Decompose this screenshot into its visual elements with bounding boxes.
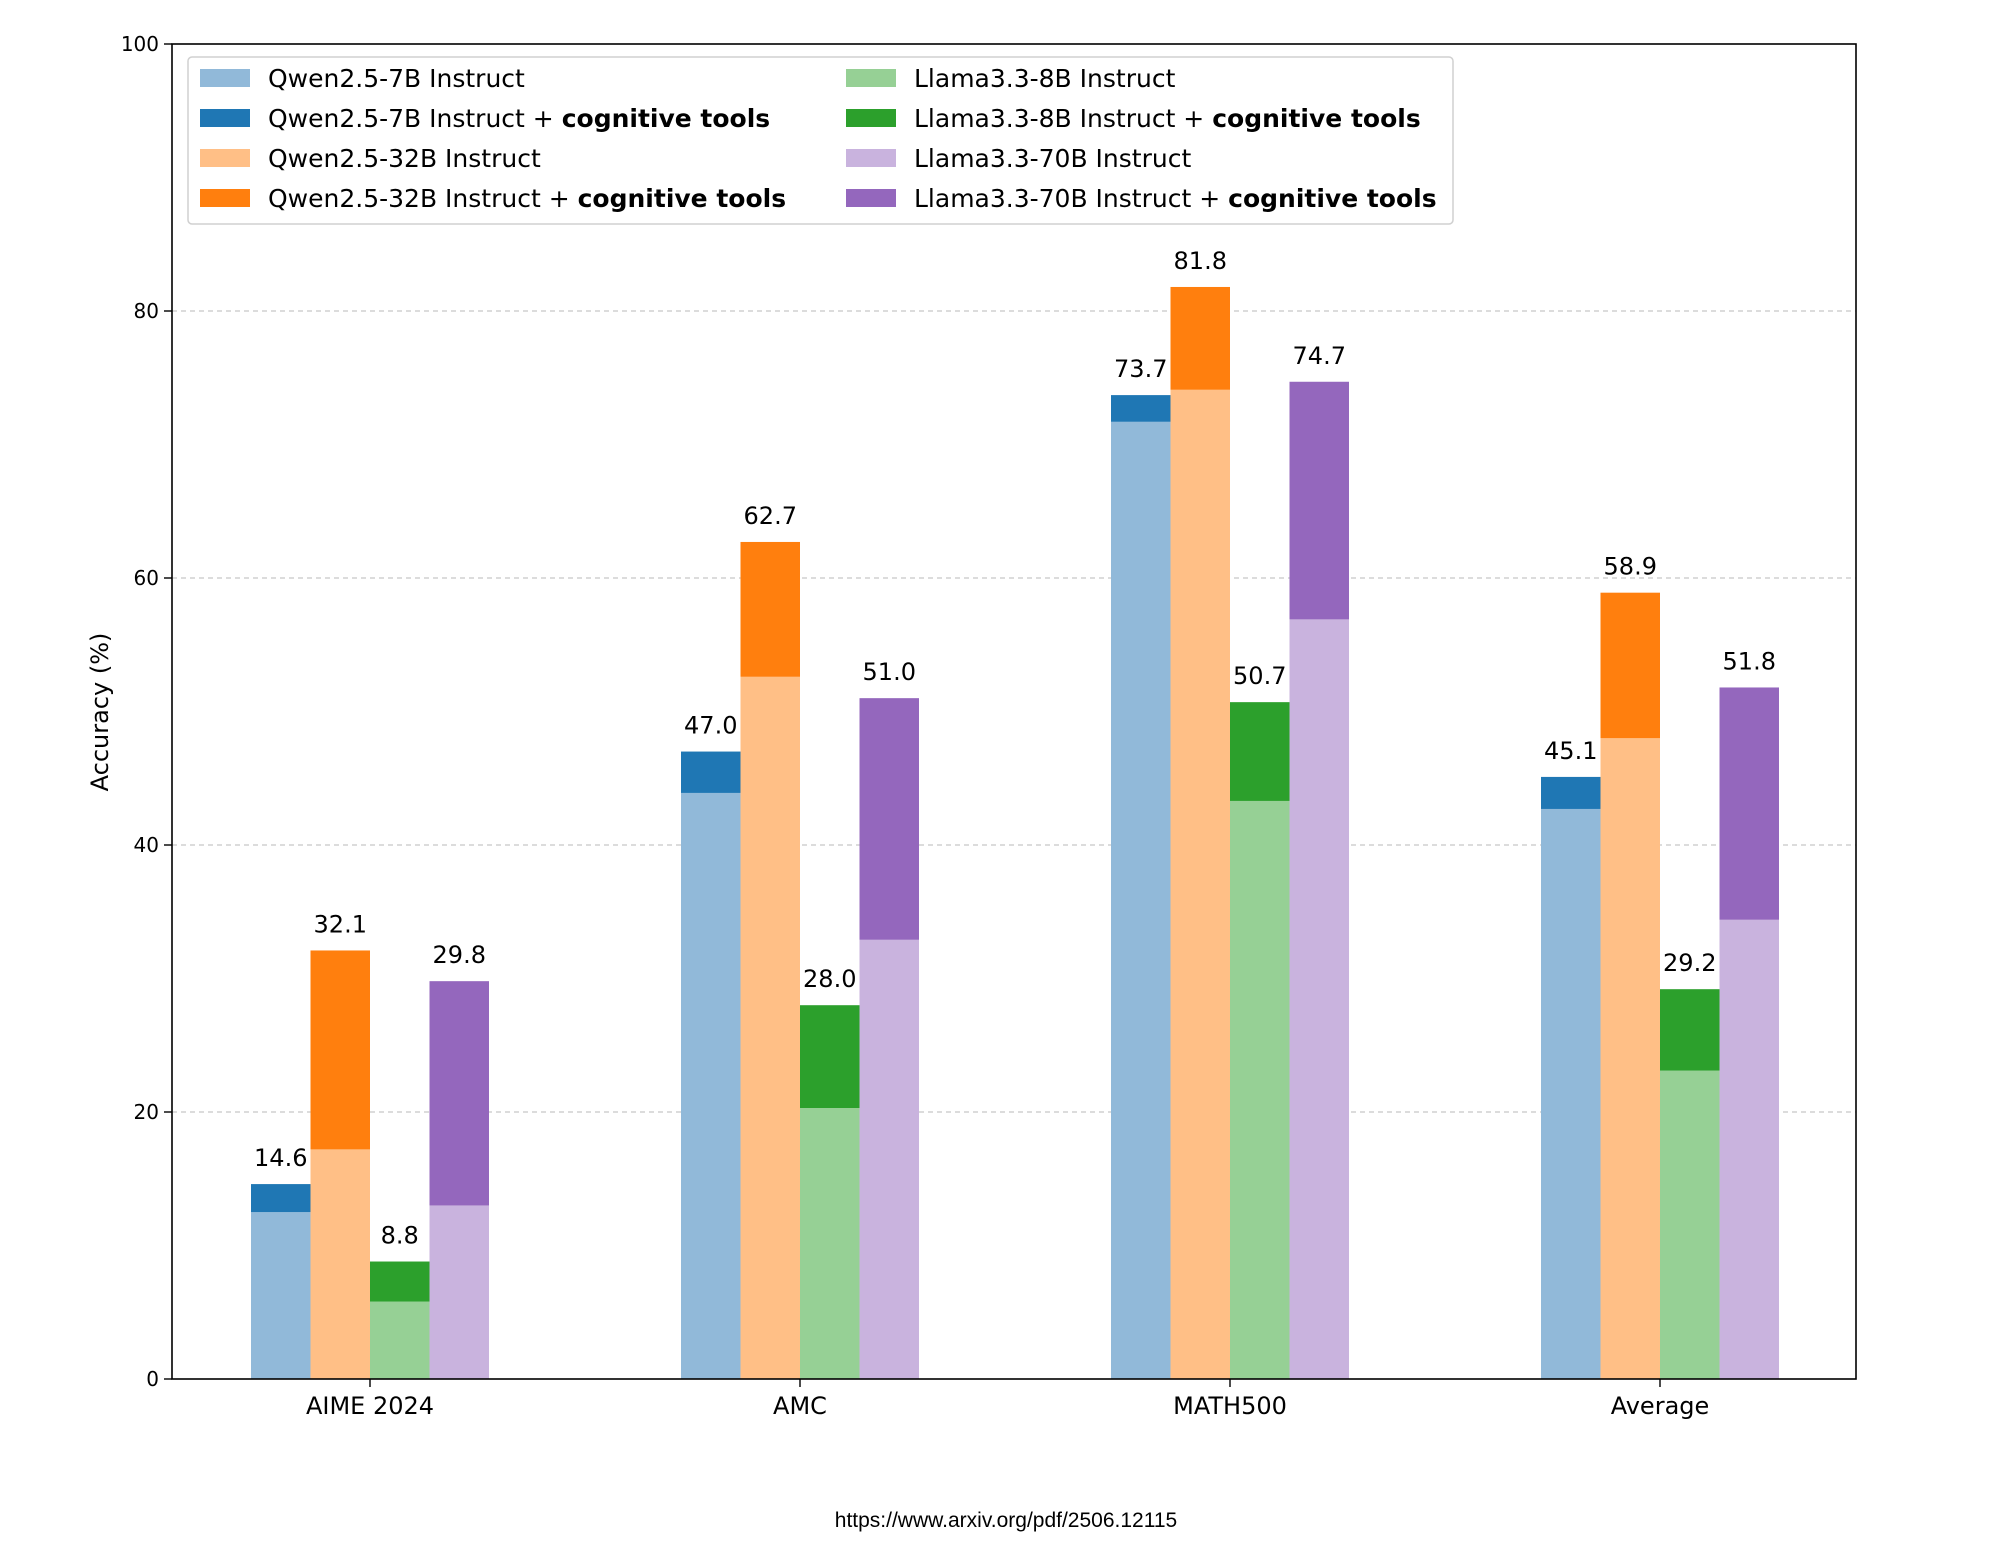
bar-qwen2-5-32b-tools xyxy=(1600,592,1660,739)
bar-llama3-3-70b-base xyxy=(1719,919,1779,1379)
bar-llama3-3-70b-tools xyxy=(1719,687,1779,920)
x-axis-ticks: AIME 2024 AMC MATH500 Average xyxy=(306,1379,1709,1420)
value-label: 74.7 xyxy=(1293,342,1346,370)
legend-entry-label: Qwen2.5-7B Instruct + cognitive tools xyxy=(268,104,770,133)
y-axis-label: Accuracy (%) xyxy=(86,633,114,792)
value-label: 81.8 xyxy=(1174,247,1227,275)
bar-qwen2-5-7b-base xyxy=(1111,421,1171,1379)
bar-qwen2-5-7b-tools xyxy=(1111,395,1171,422)
y-tick-label: 20 xyxy=(134,1100,159,1124)
y-axis-ticks: 0 20 40 60 80 100 xyxy=(121,32,172,1391)
value-label: 58.9 xyxy=(1604,553,1657,581)
bar-llama3-3-8b-tools xyxy=(1660,989,1720,1071)
y-tick-label: 60 xyxy=(134,566,159,590)
legend-swatch xyxy=(200,69,250,87)
bar-qwen2-5-7b-base xyxy=(251,1212,311,1379)
bar-llama3-3-8b-base xyxy=(370,1301,430,1379)
legend-entry-label: Llama3.3-70B Instruct + cognitive tools xyxy=(914,184,1437,213)
legend-swatch xyxy=(200,149,250,167)
bar-qwen2-5-32b-tools xyxy=(740,541,800,677)
legend-entry-label: Llama3.3-8B Instruct + cognitive tools xyxy=(914,104,1421,133)
bar-llama3-3-70b-tools xyxy=(859,698,919,940)
x-tick-label: AMC xyxy=(773,1392,827,1420)
bar-qwen2-5-32b-tools xyxy=(1170,286,1230,390)
bar-llama3-3-8b-tools xyxy=(1230,702,1290,801)
legend-entry-label: Qwen2.5-32B Instruct + cognitive tools xyxy=(268,184,786,213)
value-label: 45.1 xyxy=(1544,737,1597,765)
bar-llama3-3-70b-base xyxy=(1289,619,1349,1379)
value-label: 51.0 xyxy=(863,658,916,686)
source-url: https://www.arxiv.org/pdf/2506.12115 xyxy=(835,1509,1177,1532)
value-label: 32.1 xyxy=(314,910,367,938)
bar-qwen2-5-32b-tools xyxy=(310,950,370,1150)
x-tick-label: MATH500 xyxy=(1173,1392,1287,1420)
legend-entry-label: Qwen2.5-32B Instruct xyxy=(268,144,541,173)
bar-llama3-3-70b-tools xyxy=(1289,381,1349,620)
legend: Qwen2.5-7B Instruct Qwen2.5-7B Instruct +… xyxy=(187,56,1454,225)
value-label: 29.2 xyxy=(1663,949,1716,977)
value-label: 14.6 xyxy=(254,1144,307,1172)
legend-entry-label: Qwen2.5-7B Instruct xyxy=(268,64,525,93)
bar-qwen2-5-32b-base xyxy=(1600,738,1660,1379)
plot-frame xyxy=(171,43,1857,1380)
legend-entry-label: Llama3.3-8B Instruct xyxy=(914,64,1176,93)
y-tick-label: 40 xyxy=(134,833,159,857)
legend-swatch xyxy=(846,109,896,127)
bars xyxy=(251,286,1779,1379)
x-tick-label: Average xyxy=(1611,1392,1710,1420)
bar-qwen2-5-7b-tools xyxy=(681,751,741,793)
value-label: 50.7 xyxy=(1233,662,1286,690)
bar-qwen2-5-32b-base xyxy=(1170,389,1230,1379)
bar-qwen2-5-32b-base xyxy=(310,1149,370,1379)
value-label: 51.8 xyxy=(1723,647,1776,675)
bar-qwen2-5-7b-base xyxy=(1541,808,1601,1379)
legend-box xyxy=(187,56,1454,225)
value-label: 47.0 xyxy=(684,712,737,740)
bar-llama3-3-8b-base xyxy=(1230,800,1290,1379)
bar-llama3-3-8b-base xyxy=(1660,1070,1720,1379)
bar-qwen2-5-7b-tools xyxy=(1541,776,1601,809)
value-label: 8.8 xyxy=(381,1222,419,1250)
value-label: 29.8 xyxy=(433,941,486,969)
value-label: 28.0 xyxy=(803,965,856,993)
value-label: 62.7 xyxy=(744,502,797,530)
bar-qwen2-5-7b-base xyxy=(681,792,741,1379)
legend-swatch xyxy=(200,109,250,127)
bar-llama3-3-70b-base xyxy=(429,1205,489,1379)
y-tick-label: 100 xyxy=(121,32,159,56)
value-label: 73.7 xyxy=(1114,355,1167,383)
bar-llama3-3-70b-base xyxy=(859,939,919,1379)
bar-llama3-3-70b-tools xyxy=(429,981,489,1206)
value-labels: 14.6 32.1 8.8 29.8 47.0 62.7 28.0 51.0 73.7 81.8 5… xyxy=(254,247,1776,1250)
legend-swatch xyxy=(846,189,896,207)
bar-llama3-3-8b-base xyxy=(800,1107,860,1379)
bar-llama3-3-8b-tools xyxy=(800,1005,860,1108)
y-tick-label: 0 xyxy=(146,1367,159,1391)
bar-qwen2-5-32b-base xyxy=(740,676,800,1379)
legend-swatch xyxy=(846,69,896,87)
legend-entry-label: Llama3.3-70B Instruct xyxy=(914,144,1191,173)
bar-qwen2-5-7b-tools xyxy=(251,1184,311,1213)
y-tick-label: 80 xyxy=(134,299,159,323)
legend-swatch xyxy=(846,149,896,167)
x-tick-label: AIME 2024 xyxy=(306,1392,434,1420)
bar-llama3-3-8b-tools xyxy=(370,1261,430,1302)
legend-swatch xyxy=(200,189,250,207)
